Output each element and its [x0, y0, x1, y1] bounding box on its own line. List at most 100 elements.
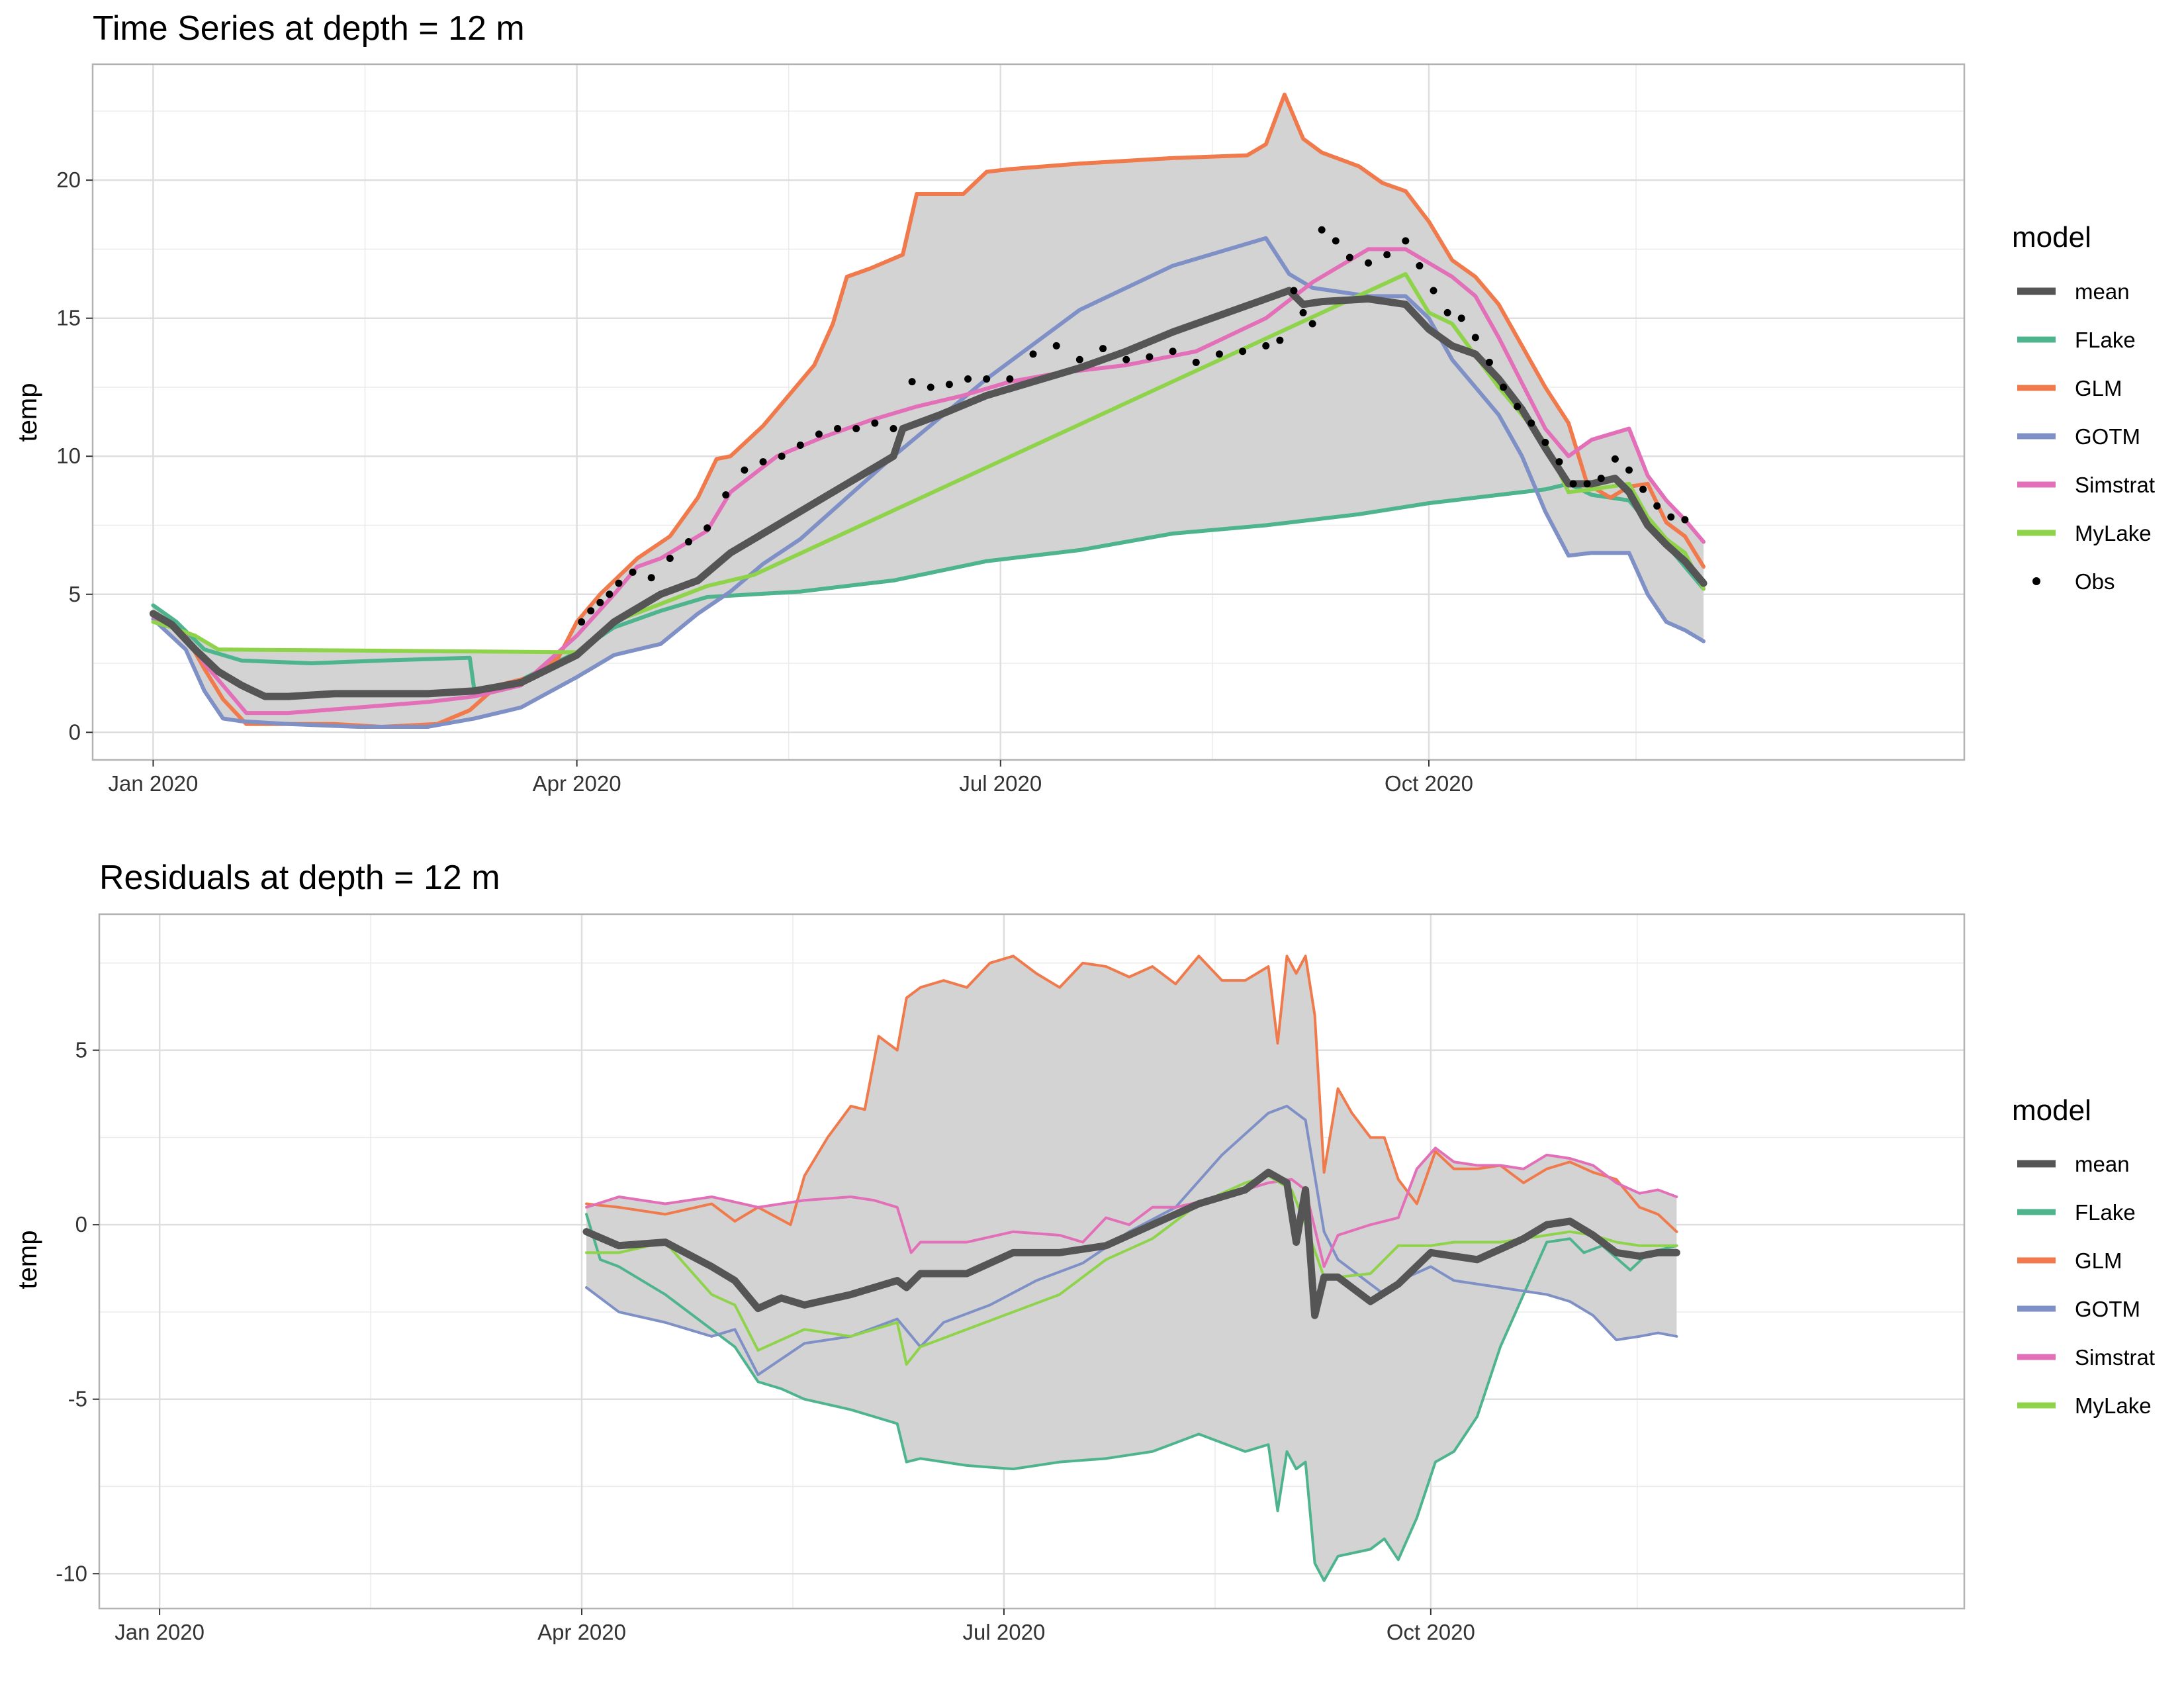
obs-point: [1416, 261, 1424, 269]
legend-label-gotm: GOTM: [2075, 1297, 2140, 1321]
obs-point: [1169, 348, 1177, 355]
bottom-range-band: [586, 956, 1677, 1581]
obs-point: [1625, 466, 1633, 474]
top-chart-title: Time Series at depth = 12 m: [93, 9, 525, 48]
y-tick-label: 15: [56, 306, 81, 330]
legend-label-glm: GLM: [2075, 1248, 2122, 1273]
y-tick-label: 5: [75, 1038, 87, 1062]
series-line-flake: [151, 481, 1706, 693]
obs-point: [1514, 402, 1522, 410]
obs-point: [1611, 455, 1619, 463]
obs-point: [1485, 358, 1493, 366]
obs-point: [945, 381, 953, 389]
obs-point: [722, 491, 730, 499]
obs-point: [1318, 226, 1326, 234]
obs-point: [1443, 308, 1451, 316]
bottom-chart-title: Residuals at depth = 12 m: [99, 859, 500, 897]
obs-point: [1052, 342, 1060, 350]
obs-point: [852, 425, 860, 433]
obs-point: [983, 375, 991, 383]
obs-point: [647, 574, 655, 582]
top-legend: model mean FLake GLM GOTM Simstrat MyLake Obs: [2012, 221, 2155, 594]
legend-label-flake: FLake: [2075, 328, 2136, 352]
bottom-legend: model mean FLake GLM GOTM Simstrat MyLake: [2012, 1094, 2155, 1418]
top-legend-title: model: [2012, 221, 2091, 254]
panel-border: [91, 63, 1966, 761]
obs-point: [578, 618, 586, 626]
obs-point: [1639, 485, 1647, 493]
bottom-x-tick-labels: Jan 2020 Apr 2020 Jul 2020 Oct 2020: [114, 1609, 1475, 1644]
legend-entry-mylake: MyLake: [2017, 1393, 2152, 1418]
x-tick-label: Jul 2020: [959, 771, 1042, 796]
obs-point: [1527, 419, 1535, 427]
legend-entry-mean: mean: [2017, 279, 2130, 304]
series-line-glm: [585, 955, 1678, 1233]
x-tick-label: Jul 2020: [963, 1620, 1046, 1644]
obs-point: [927, 383, 934, 391]
legend-entry-obs: Obs: [2032, 569, 2115, 594]
obs-point: [1457, 314, 1465, 322]
obs-point: [1500, 383, 1508, 391]
legend-entry-flake: FLake: [2017, 328, 2136, 352]
obs-point: [1383, 251, 1391, 259]
obs-point: [871, 419, 879, 427]
series-line-mean: [149, 287, 1707, 700]
series-line-flake: [585, 1213, 1678, 1582]
obs-point: [1402, 237, 1410, 245]
legend-label-mean: mean: [2075, 1152, 2130, 1176]
obs-point: [1075, 355, 1083, 363]
x-tick-label: Oct 2020: [1385, 771, 1473, 796]
legend-label-simstrat: Simstrat: [2075, 473, 2155, 497]
series-line-mylake: [151, 271, 1706, 655]
obs-point: [1276, 336, 1284, 344]
obs-point: [1597, 475, 1605, 483]
legend-entry-glm: GLM: [2017, 376, 2122, 400]
series-line-gotm: [585, 1104, 1678, 1376]
obs-point: [596, 598, 604, 606]
x-tick-label: Apr 2020: [533, 771, 621, 796]
legend-entry-simstrat: Simstrat: [2017, 1345, 2155, 1370]
obs-point: [1471, 334, 1479, 342]
legend-entry-simstrat: Simstrat: [2017, 473, 2155, 497]
min-max-range-band: [153, 94, 1704, 727]
top-range-band: [153, 94, 1704, 727]
obs-point: [796, 442, 804, 449]
legend-label-mylake: MyLake: [2075, 521, 2152, 545]
y-tick-label: 0: [69, 720, 81, 744]
obs-point: [834, 425, 842, 433]
obs-point: [1653, 502, 1661, 510]
top-observation-points: [578, 226, 1689, 626]
obs-point: [629, 568, 637, 576]
obs-point: [908, 378, 916, 386]
legend-entry-mean: mean: [2017, 1152, 2130, 1176]
obs-point: [1583, 480, 1591, 488]
legend-label-flake: FLake: [2075, 1200, 2136, 1225]
series-line-mylake: [585, 1174, 1678, 1366]
top-series-lines: [149, 92, 1707, 729]
series-line-simstrat: [151, 247, 1706, 716]
obs-point: [741, 466, 749, 474]
bottom-panel-border: [98, 913, 1966, 1610]
series-line-gotm: [151, 236, 1706, 729]
obs-point: [587, 607, 595, 615]
legend-entry-mylake: MyLake: [2017, 521, 2152, 545]
top-legend-entries: mean FLake GLM GOTM Simstrat MyLake Obs: [2017, 279, 2155, 594]
x-tick-label: Apr 2020: [537, 1620, 626, 1644]
bottom-series-lines: [582, 955, 1680, 1582]
legend-label-mean: mean: [2075, 279, 2130, 304]
x-tick-label: Oct 2020: [1387, 1620, 1475, 1644]
bottom-panel: Residuals at depth = 12 m temp -10 -5 0 5 J…: [13, 859, 1966, 1644]
top-y-axis-label: temp: [13, 383, 42, 442]
obs-point: [684, 538, 692, 546]
obs-point: [889, 425, 897, 433]
obs-point: [1262, 342, 1270, 350]
obs-point: [1029, 350, 1037, 358]
x-tick-label: Jan 2020: [114, 1620, 205, 1644]
obs-point: [964, 375, 972, 383]
legend-entry-flake: FLake: [2017, 1200, 2136, 1225]
bottom-y-axis-label: temp: [13, 1231, 42, 1289]
obs-point: [1365, 259, 1373, 267]
y-tick-label: 10: [56, 444, 81, 468]
legend-entry-gotm: GOTM: [2017, 1297, 2140, 1321]
